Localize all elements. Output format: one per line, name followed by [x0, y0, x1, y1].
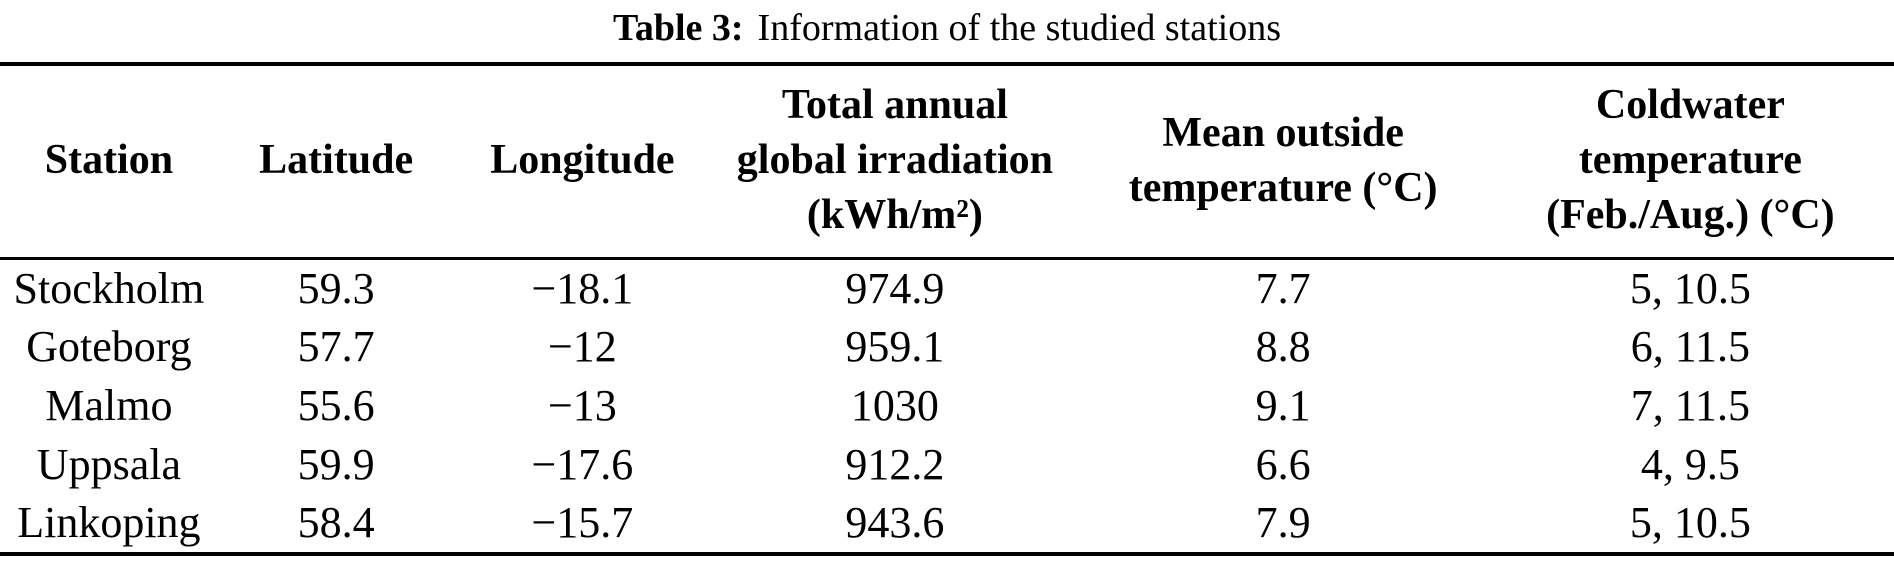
cell-latitude: 57.7 [297, 322, 375, 371]
cell-irradiation: 959.1 [845, 322, 945, 371]
cell-longitude: −18.1 [531, 263, 634, 313]
table-caption: Table 3: Information of the studied stati… [0, 0, 1894, 62]
cell-irradiation: 943.6 [845, 498, 945, 547]
cell-station: Stockholm [13, 263, 205, 313]
cell-mean-outside-temp: 6.6 [1255, 440, 1311, 489]
column-header-station: Station [44, 137, 174, 183]
table-caption-text: Information of the studied stations [757, 7, 1282, 49]
cell-irradiation: 912.2 [845, 440, 945, 489]
table-row: Malmo 55.6 −13 1030 9.1 7, 11.5 [0, 377, 1894, 436]
table-row: Goteborg 57.7 −12 959.1 8.8 6, 11.5 [0, 318, 1894, 377]
column-header-latitude: Latitude [259, 137, 414, 183]
cell-latitude: 58.4 [297, 498, 375, 547]
cell-station: Malmo [45, 381, 173, 430]
cell-mean-outside-temp: 9.1 [1255, 381, 1311, 430]
cell-longitude: −12 [547, 322, 617, 371]
cell-latitude: 55.6 [297, 381, 375, 430]
table-row: Stockholm 59.3 −18.1 974.9 7.7 5, 10.5 [0, 259, 1894, 318]
table-body: Stockholm 59.3 −18.1 974.9 7.7 5, 10.5 Gotebor… [0, 259, 1894, 554]
cell-coldwater-temp: 6, 11.5 [1630, 322, 1751, 371]
cell-longitude: −13 [547, 381, 617, 430]
cell-latitude: 59.3 [297, 263, 375, 313]
cell-coldwater-temp: 5, 10.5 [1629, 263, 1751, 313]
cell-station: Goteborg [26, 322, 192, 371]
cell-latitude: 59.9 [297, 440, 375, 489]
column-header-longitude: Longitude [490, 137, 675, 183]
cell-coldwater-temp: 7, 11.5 [1630, 381, 1751, 430]
column-header-irradiation: Total annual global irradiation (kWh/m²) [736, 82, 1053, 238]
cell-longitude: −17.6 [531, 440, 634, 489]
cell-longitude: −15.7 [531, 498, 634, 547]
cell-irradiation: 1030 [850, 381, 939, 430]
header-row: Station Latitude Longitude Total annual glo… [0, 64, 1894, 259]
cell-coldwater-temp: 5, 10.5 [1629, 498, 1751, 547]
table-row: Linkoping 58.4 −15.7 943.6 7.9 5, 10.5 [0, 495, 1894, 554]
cell-mean-outside-temp: 7.9 [1255, 498, 1311, 547]
cell-mean-outside-temp: 7.7 [1255, 263, 1311, 313]
cell-station: Linkoping [17, 498, 201, 547]
cell-irradiation: 974.9 [845, 263, 945, 313]
stations-table: Station Latitude Longitude Total annual glo… [0, 62, 1894, 556]
table-row: Uppsala 59.9 −17.6 912.2 6.6 4, 9.5 [0, 436, 1894, 495]
table-caption-label: Table 3: [612, 7, 744, 49]
column-header-mean-outside-temp: Mean outside temperature (°C) [1128, 109, 1438, 211]
column-header-coldwater-temp: Coldwater temperature (Feb./Aug.) (°C) [1546, 82, 1835, 238]
cell-mean-outside-temp: 8.8 [1255, 322, 1311, 371]
cell-station: Uppsala [36, 440, 181, 489]
cell-coldwater-temp: 4, 9.5 [1640, 440, 1740, 489]
